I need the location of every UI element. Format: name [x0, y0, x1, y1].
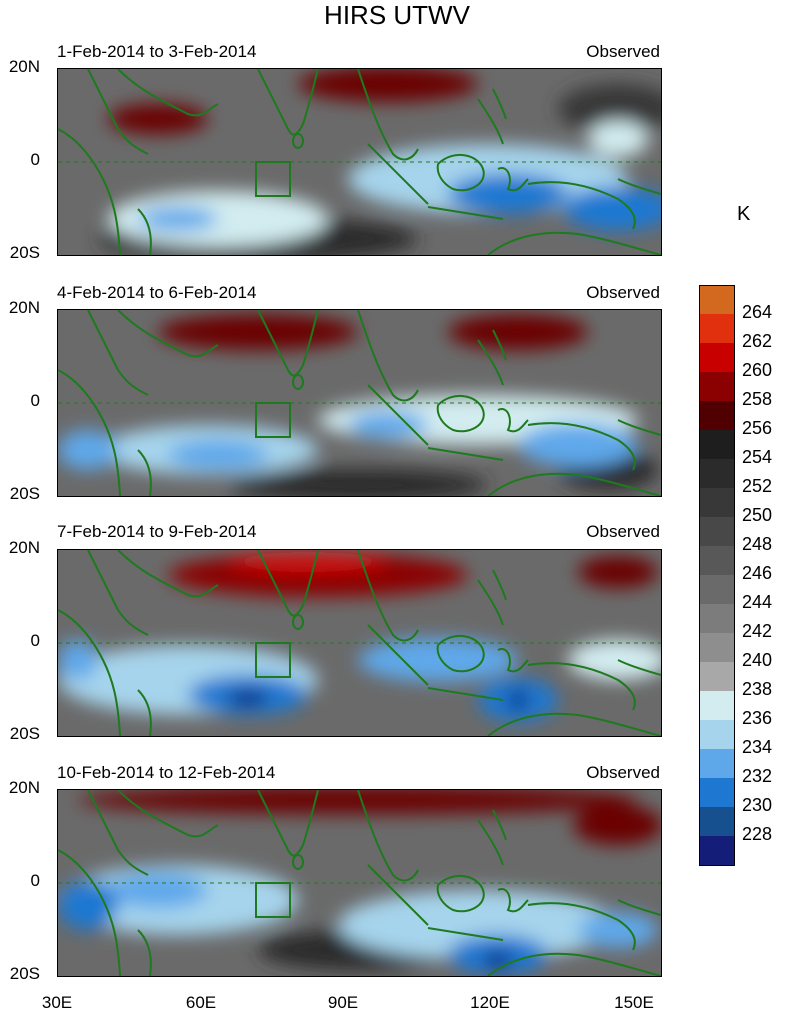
colorbar-level-label: 244: [742, 592, 773, 612]
colorbar-swatch: [699, 720, 735, 749]
panel-4-date: 10-Feb-2014 to 12-Feb-2014: [57, 763, 276, 782]
colorbar-swatch: [699, 343, 735, 372]
panel-2-label: Observed: [586, 283, 660, 302]
panel-1-date: 1-Feb-2014 to 3-Feb-2014: [57, 42, 257, 61]
ytick-0-p2: 0: [30, 391, 40, 410]
panel-2-date: 4-Feb-2014 to 6-Feb-2014: [57, 283, 257, 302]
colorbar-swatch: [699, 778, 735, 807]
colorbar-level-label: 246: [742, 563, 773, 583]
colorbar-level-label: 234: [742, 737, 773, 757]
colorbar-swatch: [699, 314, 735, 343]
colorbar-swatch: [699, 401, 735, 430]
map-panel-2: [57, 309, 662, 497]
colorbar-level-label: 262: [742, 331, 773, 351]
xtick-150e: 150E: [614, 993, 654, 1012]
colorbar-swatch: [699, 836, 735, 866]
xtick-30e: 30E: [41, 993, 73, 1012]
colorbar-level-label: 250: [742, 505, 773, 525]
figure-title: HIRS UTWV: [324, 0, 470, 30]
colorbar-swatch: [699, 285, 735, 315]
ytick-20n-p3: 20N: [8, 538, 40, 557]
ytick-0-p3: 0: [30, 631, 40, 650]
colorbar-level-label: 228: [742, 824, 773, 844]
colorbar-swatch: [699, 691, 735, 720]
panel-3-label: Observed: [586, 522, 660, 541]
colorbar-swatch: [699, 546, 735, 575]
xtick-90e: 90E: [327, 993, 359, 1012]
colorbar-swatch: [699, 807, 735, 836]
ytick-0-p1: 0: [30, 150, 40, 169]
colorbar-swatch: [699, 459, 735, 488]
colorbar-swatch: [699, 372, 735, 401]
ytick-20n-p4: 20N: [8, 778, 40, 797]
panel-1-label: Observed: [586, 42, 660, 61]
colorbar-swatch: [699, 430, 735, 459]
ytick-20s-p1: 20S: [9, 243, 40, 262]
colorbar-level-label: 256: [742, 418, 773, 438]
colorbar-swatch: [699, 517, 735, 546]
panel-3-date: 7-Feb-2014 to 9-Feb-2014: [57, 522, 257, 541]
ytick-0-p4: 0: [30, 871, 40, 890]
colorbar-level-label: 242: [742, 621, 773, 641]
colorbar-swatch: [699, 604, 735, 633]
colorbar-level-label: 238: [742, 679, 773, 699]
colorbar-level-label: 230: [742, 795, 773, 815]
ytick-20s-p2: 20S: [9, 484, 40, 503]
ytick-20n-p2: 20N: [8, 298, 40, 317]
colorbar-swatch: [699, 662, 735, 691]
ytick-20n-p1: 20N: [8, 57, 40, 76]
map-panel-1: [57, 68, 662, 256]
colorbar-level-label: 232: [742, 766, 773, 786]
panel-4-label: Observed: [586, 763, 660, 782]
colorbar-swatch: [699, 749, 735, 778]
colorbar-level-label: 252: [742, 476, 773, 496]
colorbar-swatch: [699, 633, 735, 662]
colorbar-level-label: 258: [742, 389, 773, 409]
ytick-20s-p3: 20S: [9, 724, 40, 743]
map-panel-4: [57, 789, 662, 977]
colorbar-level-label: 248: [742, 534, 773, 554]
ytick-20s-p4: 20S: [9, 964, 40, 983]
colorbar-level-label: 254: [742, 447, 773, 467]
map-panel-3: [57, 549, 662, 737]
xtick-120e: 120E: [470, 993, 510, 1012]
colorbar-level-label: 264: [742, 302, 773, 322]
colorbar-swatch: [699, 575, 735, 604]
colorbar-level-label: 240: [742, 650, 773, 670]
colorbar-unit: K: [737, 203, 751, 225]
colorbar-level-label: 236: [742, 708, 773, 728]
xtick-60e: 60E: [185, 993, 217, 1012]
colorbar-swatch: [699, 488, 735, 517]
colorbar-level-label: 260: [742, 360, 773, 380]
